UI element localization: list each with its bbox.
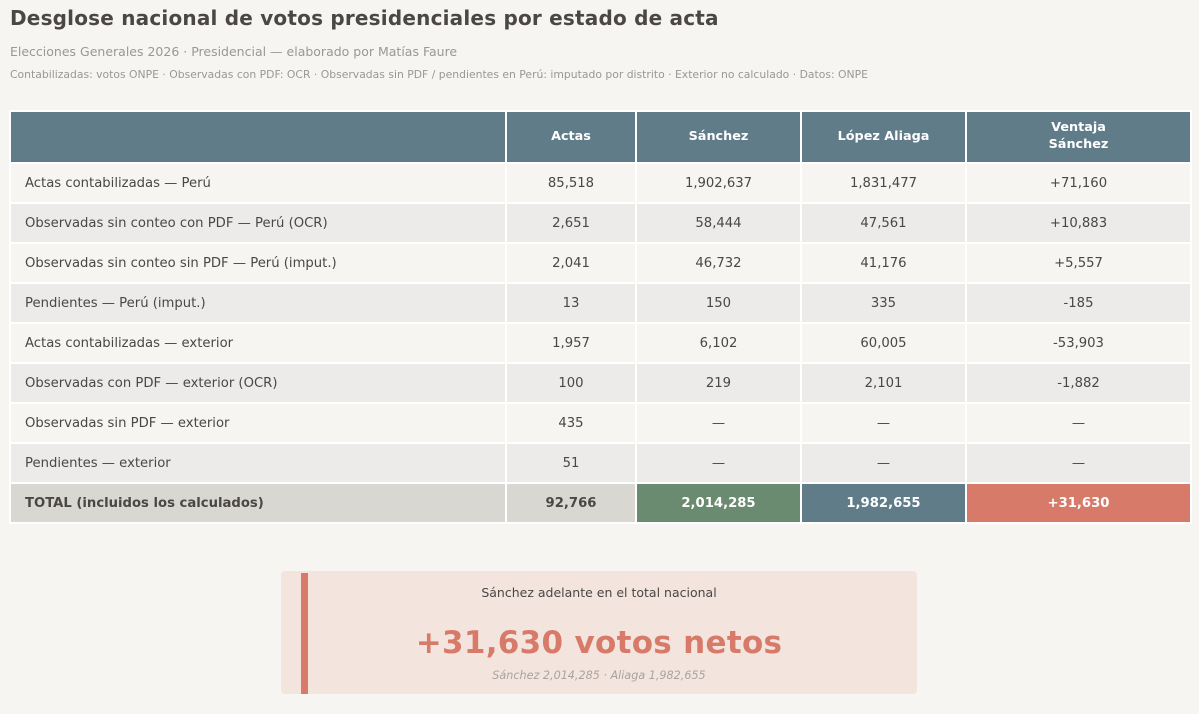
row-label: Observadas sin conteo sin PDF — Perú (im… xyxy=(9,242,507,284)
table-row: Actas contabilizadas — Perú 85,518 1,902,6… xyxy=(9,162,1192,204)
cell-aliaga: 1,982,655 xyxy=(800,482,967,524)
cell-aliaga: 335 xyxy=(800,282,967,324)
cell-actas: 1,957 xyxy=(505,322,637,364)
table-row: Pendientes — exterior 51— — — xyxy=(9,442,1192,484)
row-label: Observadas con PDF — exterior (OCR) xyxy=(9,362,507,404)
results-table: Actas Sánchez López Aliaga Ventaja Sánch… xyxy=(9,110,1192,524)
cell-margin: — xyxy=(965,402,1192,444)
cell-actas: 51 xyxy=(505,442,637,484)
header-row: Actas Sánchez López Aliaga Ventaja Sánch… xyxy=(9,110,1192,164)
cell-margin: +10,883 xyxy=(965,202,1192,244)
row-label: Actas contabilizadas — exterior xyxy=(9,322,507,364)
cell-sanchez: 58,444 xyxy=(635,202,802,244)
total-row: TOTAL (incluidos los calculados) 92,766 2,… xyxy=(9,482,1192,524)
row-label: TOTAL (incluidos los calculados) xyxy=(9,482,507,524)
table-body: Actas contabilizadas — Perú 85,518 1,902,6… xyxy=(9,162,1192,524)
cell-sanchez: 150 xyxy=(635,282,802,324)
callout-detail: Sánchez 2,014,285 · Aliaga 1,982,655 xyxy=(492,669,706,682)
cell-actas: 2,041 xyxy=(505,242,637,284)
table-row: Pendientes — Perú (imput.) 13 150 335 -185 xyxy=(9,282,1192,324)
table-row: Observadas sin conteo con PDF — Perú (OC… xyxy=(9,202,1192,244)
cell-aliaga: 47,561 xyxy=(800,202,967,244)
cell-margin: +71,160 xyxy=(965,162,1192,204)
header-margin: Ventaja Sánchez xyxy=(965,110,1192,164)
header-label xyxy=(9,110,507,164)
header-sanchez: Sánchez xyxy=(635,110,802,164)
header-margin-text: Ventaja Sánchez xyxy=(1048,120,1109,152)
methodology-note: Contabilizadas: votos ONPE · Observadas … xyxy=(10,68,868,81)
table-row: Observadas con PDF — exterior (OCR) 100 21… xyxy=(9,362,1192,404)
chart-title: Desglose nacional de votos presidenciale… xyxy=(10,6,719,30)
cell-margin: -53,903 xyxy=(965,322,1192,364)
cell-margin: +31,630 xyxy=(965,482,1192,524)
cell-actas: 85,518 xyxy=(505,162,637,204)
callout-accent-bar xyxy=(301,573,308,694)
callout-value: +31,630 votos netos xyxy=(415,625,783,661)
table-row: Observadas sin PDF — exterior 435— — — xyxy=(9,402,1192,444)
cell-actas: 2,651 xyxy=(505,202,637,244)
cell-margin: +5,557 xyxy=(965,242,1192,284)
cell-aliaga: 41,176 xyxy=(800,242,967,284)
cell-aliaga: 1,831,477 xyxy=(800,162,967,204)
cell-actas: 100 xyxy=(505,362,637,404)
cell-actas: 13 xyxy=(505,282,637,324)
table-row: Actas contabilizadas — exterior 1,957 6,10… xyxy=(9,322,1192,364)
cell-margin: -1,882 xyxy=(965,362,1192,404)
row-label: Observadas sin conteo con PDF — Perú (OC… xyxy=(9,202,507,244)
row-label: Pendientes — Perú (imput.) xyxy=(9,282,507,324)
cell-margin: — xyxy=(965,442,1192,484)
cell-sanchez: — xyxy=(635,402,802,444)
callout-heading: Sánchez adelante en el total nacional xyxy=(481,585,717,600)
header-aliaga: López Aliaga xyxy=(800,110,967,164)
summary-callout: Sánchez adelante en el total nacional +3… xyxy=(281,571,917,694)
cell-sanchez: 46,732 xyxy=(635,242,802,284)
cell-sanchez: 219 xyxy=(635,362,802,404)
header-actas: Actas xyxy=(505,110,637,164)
cell-aliaga: — xyxy=(800,402,967,444)
row-label: Observadas sin PDF — exterior xyxy=(9,402,507,444)
cell-margin: -185 xyxy=(965,282,1192,324)
cell-aliaga: 60,005 xyxy=(800,322,967,364)
table-row: Observadas sin conteo sin PDF — Perú (im… xyxy=(9,242,1192,284)
cell-sanchez: 2,014,285 xyxy=(635,482,802,524)
cell-sanchez: — xyxy=(635,442,802,484)
chart-subtitle: Elecciones Generales 2026 · Presidencial… xyxy=(10,44,458,59)
row-label: Actas contabilizadas — Perú xyxy=(9,162,507,204)
row-label: Pendientes — exterior xyxy=(9,442,507,484)
cell-sanchez: 1,902,637 xyxy=(635,162,802,204)
cell-aliaga: 2,101 xyxy=(800,362,967,404)
cell-aliaga: — xyxy=(800,442,967,484)
cell-sanchez: 6,102 xyxy=(635,322,802,364)
cell-actas: 92,766 xyxy=(505,482,637,524)
cell-actas: 435 xyxy=(505,402,637,444)
